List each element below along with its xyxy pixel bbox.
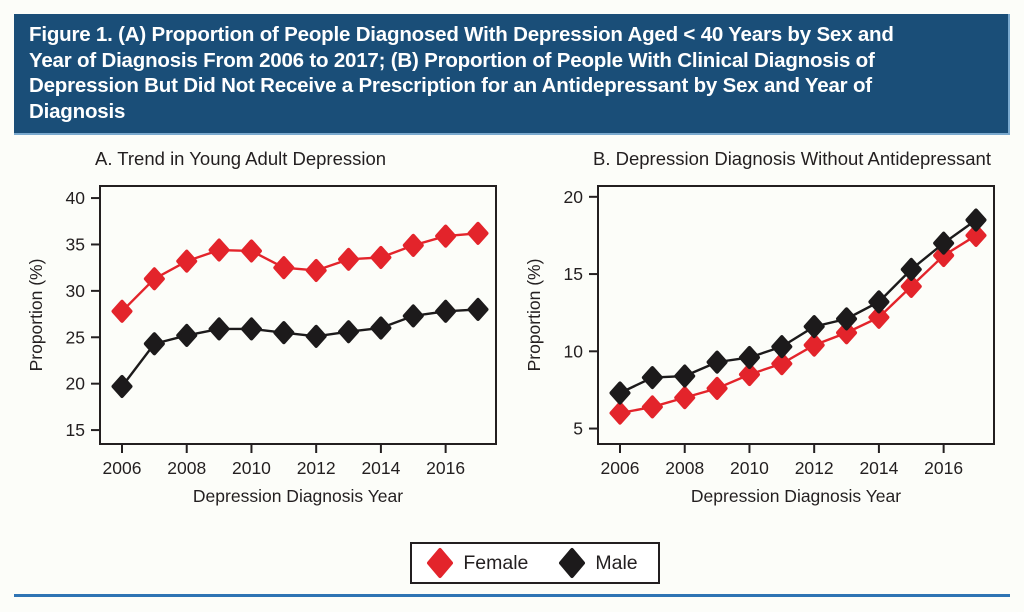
svg-text:B. Depression Diagnosis Withou: B. Depression Diagnosis Without Antidepr… xyxy=(593,148,991,169)
legend-item-male: Male xyxy=(558,547,638,579)
figure-title-line: Figure 1. (A) Proportion of People Diagn… xyxy=(29,23,894,46)
charts-row: A. Trend in Young Adult Depression Propor… xyxy=(0,140,1024,518)
svg-text:2014: 2014 xyxy=(859,458,898,478)
svg-text:2010: 2010 xyxy=(232,458,271,478)
svg-text:A. Trend in Young Adult Depres: A. Trend in Young Adult Depression xyxy=(95,148,386,169)
legend-row: Female Male xyxy=(0,542,1024,584)
svg-text:20: 20 xyxy=(66,374,86,394)
svg-text:10: 10 xyxy=(564,341,584,361)
svg-text:30: 30 xyxy=(66,281,86,301)
svg-text:2016: 2016 xyxy=(924,458,963,478)
svg-text:Proportion (%): Proportion (%) xyxy=(26,259,46,372)
svg-text:25: 25 xyxy=(66,327,85,347)
svg-text:15: 15 xyxy=(564,264,583,284)
legend-item-female: Female xyxy=(426,547,528,579)
svg-text:2012: 2012 xyxy=(297,458,336,478)
svg-text:Proportion (%): Proportion (%) xyxy=(524,259,544,372)
figure-title-line: Depression But Did Not Receive a Prescri… xyxy=(29,74,872,97)
svg-text:2010: 2010 xyxy=(730,458,769,478)
figure-title-line: Diagnosis xyxy=(29,99,126,123)
female-diamond-icon xyxy=(427,548,454,578)
svg-text:2014: 2014 xyxy=(361,458,400,478)
chart-b-diagnosis-without-antidepressant: B. Depression Diagnosis Without Antidepr… xyxy=(524,148,995,506)
chart-a-trend-young-adult-depression: A. Trend in Young Adult Depression Propor… xyxy=(26,148,497,506)
figure-title-line: Year of Diagnosis From 2006 to 2017; (B)… xyxy=(29,48,875,72)
svg-text:20: 20 xyxy=(564,187,584,207)
svg-text:2006: 2006 xyxy=(103,458,142,478)
chart-panel-b: B. Depression Diagnosis Without Antidepr… xyxy=(514,140,1008,518)
male-diamond-icon xyxy=(559,548,586,578)
legend-label-male: Male xyxy=(595,551,638,574)
svg-text:Depression Diagnosis Year: Depression Diagnosis Year xyxy=(691,486,901,506)
svg-text:15: 15 xyxy=(66,420,85,440)
svg-text:2008: 2008 xyxy=(167,458,206,478)
svg-text:5: 5 xyxy=(573,419,583,439)
svg-text:2008: 2008 xyxy=(665,458,704,478)
svg-text:2016: 2016 xyxy=(426,458,465,478)
svg-text:35: 35 xyxy=(66,234,85,254)
svg-text:Depression Diagnosis Year: Depression Diagnosis Year xyxy=(193,486,403,506)
svg-text:2012: 2012 xyxy=(795,458,834,478)
svg-text:2006: 2006 xyxy=(601,458,640,478)
footer-rule xyxy=(14,594,1010,597)
svg-text:40: 40 xyxy=(66,188,86,208)
chart-panel-a: A. Trend in Young Adult Depression Propor… xyxy=(16,140,510,518)
figure-title-banner: Figure 1. (A) Proportion of People Diagn… xyxy=(14,14,1010,135)
legend: Female Male xyxy=(410,542,660,584)
legend-label-female: Female xyxy=(463,551,529,574)
